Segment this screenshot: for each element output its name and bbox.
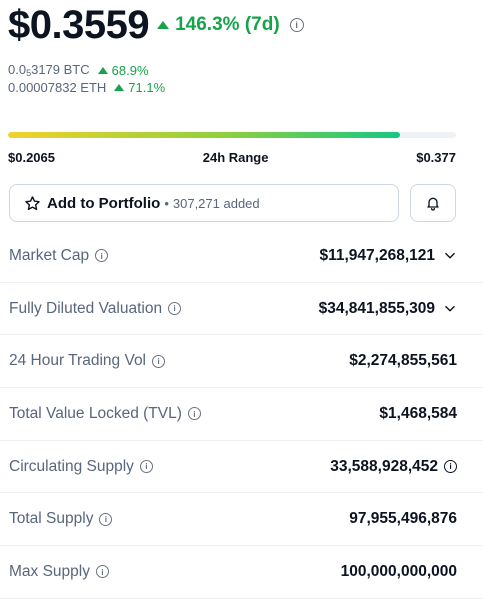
separator-dot: • <box>164 195 169 211</box>
info-icon[interactable]: i <box>444 460 457 474</box>
price-change-7d-value: 146.3% (7d) <box>175 14 280 35</box>
info-icon[interactable]: i <box>168 302 182 316</box>
stat-row-tvl: Total Value Locked (TVL) i $1,468,584 <box>0 388 483 441</box>
add-to-portfolio-button[interactable]: Add to Portfolio • 307,271 added <box>9 184 399 222</box>
stat-value: $2,274,855,561 <box>349 352 457 370</box>
stat-label: Total Supply i <box>9 510 113 528</box>
stat-value: 97,955,496,876 <box>349 510 457 528</box>
btc-price-row: 0.053179 BTC 68.9% <box>8 62 149 78</box>
stat-row-24h-trading-vol: 24 Hour Trading Vol i $2,274,855,561 <box>0 335 483 389</box>
stat-value: $11,947,268,121 <box>319 247 457 265</box>
bell-icon <box>427 197 439 211</box>
stat-label: Max Supply i <box>9 563 109 581</box>
stat-value: $34,841,855,309 <box>319 300 457 318</box>
range-high: $0.377 <box>416 150 456 165</box>
range-bar <box>8 132 456 138</box>
info-icon[interactable]: i <box>289 18 304 32</box>
stats-list: Market Cap i $11,947,268,121 Fully Dilute… <box>0 230 483 599</box>
stat-row-fully-diluted-valuation[interactable]: Fully Diluted Valuation i $34,841,855,309 <box>0 283 483 336</box>
info-icon[interactable]: i <box>152 354 166 368</box>
info-icon[interactable]: i <box>95 249 109 263</box>
btc-change: 68.9% <box>97 63 149 78</box>
eth-price: 0.00007832 ETH <box>8 80 107 95</box>
range-low: $0.2065 <box>8 150 55 165</box>
portfolio-added-count: 307,271 added <box>172 195 260 211</box>
stat-value: 33,588,928,452 i <box>330 458 457 476</box>
stat-label: Circulating Supply i <box>9 458 153 476</box>
info-icon[interactable]: i <box>99 512 113 526</box>
chevron-down-icon[interactable] <box>443 249 457 263</box>
chevron-down-icon[interactable] <box>443 302 457 316</box>
eth-change: 71.1% <box>114 80 165 95</box>
star-icon <box>25 195 40 210</box>
stat-row-circulating-supply: Circulating Supply i 33,588,928,452 i <box>0 441 483 494</box>
range-labels: $0.2065 24h Range $0.377 <box>8 150 456 165</box>
stat-row-max-supply: Max Supply i 100,000,000,000 <box>0 546 483 599</box>
price-change-7d: 146.3% (7d) <box>157 14 280 36</box>
stat-label: Market Cap i <box>9 247 109 265</box>
info-icon[interactable]: i <box>95 565 109 579</box>
triangle-up-icon <box>97 66 108 74</box>
info-icon[interactable]: i <box>139 460 153 474</box>
add-to-portfolio-label: Add to Portfolio <box>47 194 161 212</box>
price-alert-button[interactable] <box>410 184 456 222</box>
btc-price: 0.053179 BTC <box>8 62 90 78</box>
triangle-up-icon <box>114 84 125 91</box>
stat-label: Total Value Locked (TVL) i <box>9 405 201 423</box>
stat-label: 24 Hour Trading Vol i <box>9 352 166 370</box>
stat-value: $1,468,584 <box>379 404 457 422</box>
info-icon[interactable]: i <box>187 407 201 421</box>
triangle-up-icon <box>157 21 170 29</box>
stat-label: Fully Diluted Valuation i <box>9 300 182 318</box>
range-bar-fill <box>8 132 400 138</box>
range-label: 24h Range <box>202 150 269 165</box>
stat-row-market-cap[interactable]: Market Cap i $11,947,268,121 <box>0 230 483 283</box>
current-price: $0.3559 <box>8 2 150 47</box>
eth-price-row: 0.00007832 ETH 71.1% <box>8 80 165 95</box>
stat-row-total-supply: Total Supply i 97,955,496,876 <box>0 493 483 547</box>
price-header: $0.3559 146.3% (7d) i <box>8 2 304 48</box>
stat-value: 100,000,000,000 <box>340 562 457 580</box>
